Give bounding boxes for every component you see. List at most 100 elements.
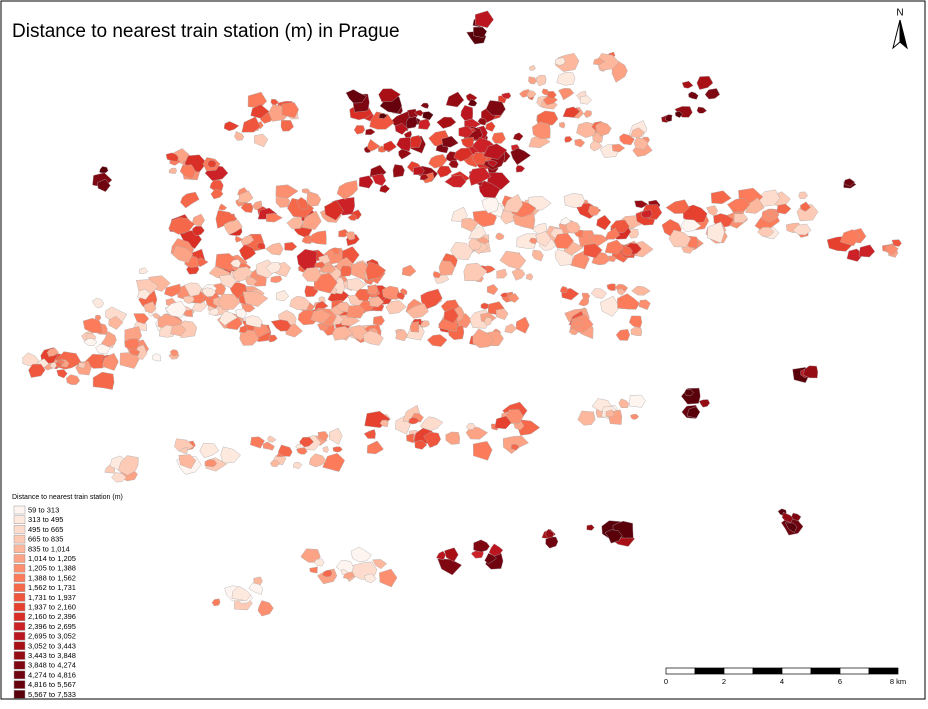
district xyxy=(696,106,708,114)
district xyxy=(474,10,494,29)
district xyxy=(378,113,388,119)
legend-label: 1,205 to 1,388 xyxy=(28,564,76,573)
district xyxy=(256,242,266,250)
district xyxy=(467,98,478,107)
district xyxy=(313,272,338,294)
district xyxy=(365,128,376,136)
district xyxy=(681,80,694,89)
district xyxy=(414,439,428,450)
district xyxy=(767,208,776,218)
district xyxy=(223,121,240,132)
district xyxy=(192,225,205,236)
district xyxy=(586,524,595,531)
district xyxy=(394,123,409,135)
district xyxy=(432,271,442,279)
district xyxy=(414,109,424,117)
district xyxy=(615,329,631,341)
scale-label: 0 xyxy=(664,677,668,686)
district xyxy=(441,135,459,148)
district xyxy=(405,303,429,319)
district xyxy=(495,308,509,320)
district xyxy=(428,154,448,169)
legend-swatch xyxy=(13,573,26,583)
district xyxy=(197,257,209,268)
district xyxy=(108,315,124,330)
legend-label: 1,014 to 1,205 xyxy=(28,554,76,563)
district xyxy=(486,284,499,295)
legend-swatch xyxy=(13,660,26,670)
district xyxy=(698,399,711,408)
district xyxy=(510,443,520,451)
district xyxy=(500,292,509,298)
district xyxy=(531,249,544,262)
district xyxy=(362,330,384,346)
district xyxy=(92,297,104,309)
district xyxy=(583,243,603,259)
district xyxy=(436,550,446,561)
district xyxy=(301,210,322,230)
district xyxy=(347,214,358,221)
district xyxy=(215,253,238,271)
district xyxy=(101,352,119,371)
district xyxy=(369,111,395,130)
district xyxy=(630,127,645,139)
district xyxy=(503,194,524,213)
district xyxy=(560,216,572,225)
district xyxy=(100,330,117,348)
district xyxy=(354,288,371,302)
district xyxy=(556,72,576,86)
district xyxy=(201,287,217,298)
district xyxy=(231,585,252,601)
district xyxy=(563,193,586,208)
district xyxy=(528,64,536,71)
district xyxy=(641,209,653,219)
district xyxy=(553,232,574,249)
district xyxy=(756,226,775,237)
district xyxy=(480,302,490,310)
district xyxy=(516,233,537,249)
district xyxy=(630,413,639,420)
district xyxy=(401,264,417,277)
district xyxy=(381,285,400,300)
legend-swatch xyxy=(13,534,26,544)
legend-swatch xyxy=(13,690,26,699)
district xyxy=(461,217,479,232)
district xyxy=(239,329,260,346)
district xyxy=(368,296,385,308)
district xyxy=(468,167,492,186)
scale-label: 6 xyxy=(838,677,842,686)
district xyxy=(308,230,327,245)
district xyxy=(583,110,593,118)
district xyxy=(798,191,808,200)
district xyxy=(535,74,547,87)
district xyxy=(345,89,367,104)
district xyxy=(618,398,630,409)
district xyxy=(270,459,281,467)
district xyxy=(240,202,254,214)
district xyxy=(696,75,714,90)
district xyxy=(342,571,355,580)
district xyxy=(353,125,366,135)
district xyxy=(802,365,819,379)
district xyxy=(396,292,406,300)
district xyxy=(526,90,537,99)
district xyxy=(366,440,384,455)
legend-label: 665 to 835 xyxy=(28,535,63,544)
district xyxy=(776,203,792,215)
district xyxy=(281,102,299,119)
district xyxy=(511,268,526,281)
district xyxy=(379,419,389,428)
district xyxy=(634,200,649,209)
district xyxy=(363,429,376,439)
district xyxy=(137,288,151,300)
district xyxy=(392,164,405,178)
district xyxy=(590,288,608,299)
district xyxy=(891,239,902,247)
legend-swatch xyxy=(13,525,26,534)
district xyxy=(510,147,532,166)
district xyxy=(322,569,333,578)
district xyxy=(604,529,623,544)
legend-label: 4,274 to 4,816 xyxy=(28,670,76,679)
district xyxy=(606,283,616,291)
district xyxy=(234,131,245,141)
